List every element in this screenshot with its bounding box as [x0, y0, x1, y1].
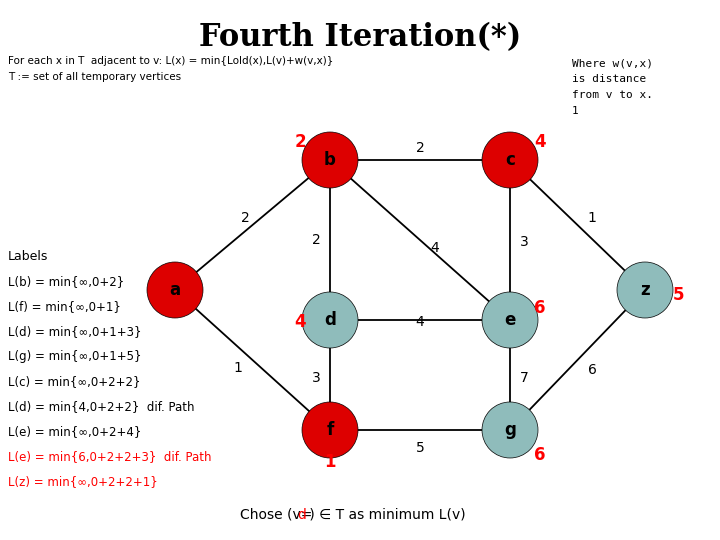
Text: Chose (v= d ) ∈ T as minimum L(v): Chose (v= d ) ∈ T as minimum L(v) [237, 508, 483, 522]
Text: 3: 3 [312, 371, 320, 385]
Text: Labels: Labels [8, 250, 48, 263]
Text: 4: 4 [415, 315, 424, 329]
Text: L(d) = min{∞,0+1+3}: L(d) = min{∞,0+1+3} [8, 325, 142, 338]
Text: d: d [297, 508, 306, 522]
Text: 1: 1 [588, 211, 596, 225]
Circle shape [302, 132, 358, 188]
Text: 1: 1 [233, 361, 243, 375]
Text: d: d [324, 311, 336, 329]
Text: Chose (v=: Chose (v= [240, 508, 317, 522]
Text: g: g [504, 421, 516, 439]
Text: z: z [640, 281, 650, 299]
Text: 4: 4 [534, 133, 546, 151]
Text: L(c) = min{∞,0+2+2}: L(c) = min{∞,0+2+2} [8, 375, 140, 388]
Text: is distance: is distance [572, 74, 647, 84]
Circle shape [482, 402, 538, 458]
Text: T := set of all temporary vertices: T := set of all temporary vertices [8, 72, 181, 82]
Text: 6: 6 [588, 363, 596, 377]
Circle shape [482, 132, 538, 188]
Text: 2: 2 [312, 233, 320, 247]
Text: 2: 2 [294, 133, 306, 151]
Text: 4: 4 [431, 241, 439, 255]
Text: 6: 6 [534, 299, 546, 317]
Text: c: c [505, 151, 515, 169]
Text: 2: 2 [240, 211, 249, 225]
Text: Fourth Iteration(*): Fourth Iteration(*) [199, 22, 521, 53]
Text: 5: 5 [672, 286, 684, 304]
Text: 6: 6 [534, 446, 546, 464]
Text: Where w(v,x): Where w(v,x) [572, 58, 653, 68]
Circle shape [617, 262, 673, 318]
Text: L(f) = min{∞,0+1}: L(f) = min{∞,0+1} [8, 300, 121, 313]
Text: 1: 1 [324, 453, 336, 471]
Text: e: e [504, 311, 516, 329]
Text: L(d) = min{4,0+2+2}  dif. Path: L(d) = min{4,0+2+2} dif. Path [8, 400, 194, 413]
Text: L(z) = min{∞,0+2+2+1}: L(z) = min{∞,0+2+2+1} [8, 475, 158, 488]
Text: from v to x.: from v to x. [572, 90, 653, 100]
Text: 4: 4 [294, 313, 306, 331]
Text: L(g) = min{∞,0+1+5}: L(g) = min{∞,0+1+5} [8, 350, 142, 363]
Text: b: b [324, 151, 336, 169]
Text: 7: 7 [520, 371, 528, 385]
Circle shape [302, 402, 358, 458]
Text: L(b) = min{∞,0+2}: L(b) = min{∞,0+2} [8, 275, 125, 288]
Text: ) ∈ T as minimum L(v): ) ∈ T as minimum L(v) [305, 508, 466, 522]
Text: L(e) = min{6,0+2+2+3}  dif. Path: L(e) = min{6,0+2+2+3} dif. Path [8, 450, 212, 463]
Text: L(e) = min{∞,0+2+4}: L(e) = min{∞,0+2+4} [8, 425, 141, 438]
Text: 2: 2 [415, 141, 424, 155]
Text: 3: 3 [520, 235, 528, 249]
Circle shape [147, 262, 203, 318]
Text: 5: 5 [415, 441, 424, 455]
Text: For each x in T  adjacent to v: L(x) = min{Lold(x),L(v)+w(v,x)}: For each x in T adjacent to v: L(x) = mi… [8, 56, 333, 66]
Circle shape [482, 292, 538, 348]
Text: f: f [326, 421, 333, 439]
Circle shape [302, 292, 358, 348]
Text: 1: 1 [572, 106, 579, 116]
Text: a: a [169, 281, 181, 299]
